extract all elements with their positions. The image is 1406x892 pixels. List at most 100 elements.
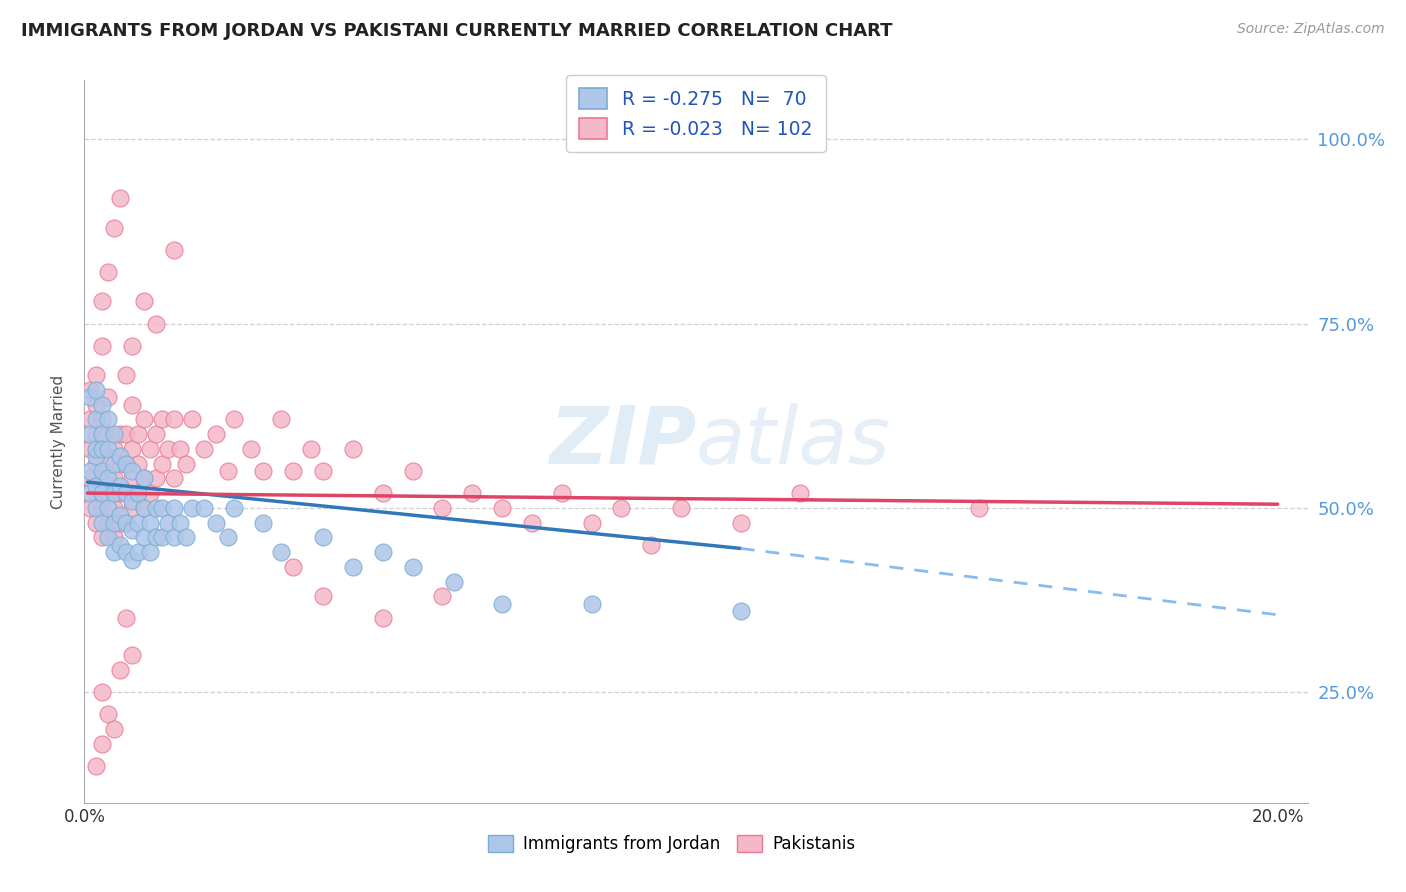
Point xyxy=(145,500,167,515)
Point xyxy=(342,560,364,574)
Point xyxy=(103,471,125,485)
Point xyxy=(730,604,752,618)
Point xyxy=(97,516,120,530)
Point xyxy=(169,516,191,530)
Point xyxy=(91,294,114,309)
Point xyxy=(108,663,131,677)
Point xyxy=(103,516,125,530)
Point xyxy=(79,442,101,456)
Point xyxy=(108,516,131,530)
Point xyxy=(669,500,692,515)
Point xyxy=(103,220,125,235)
Point xyxy=(91,464,114,478)
Point xyxy=(115,427,138,442)
Point xyxy=(312,530,335,544)
Point xyxy=(97,427,120,442)
Point xyxy=(730,516,752,530)
Point xyxy=(581,597,603,611)
Point xyxy=(156,442,179,456)
Point xyxy=(139,545,162,559)
Point xyxy=(312,464,335,478)
Point xyxy=(461,486,484,500)
Point xyxy=(103,442,125,456)
Point xyxy=(108,427,131,442)
Point xyxy=(163,412,186,426)
Point xyxy=(97,500,120,515)
Point xyxy=(108,479,131,493)
Point xyxy=(84,412,107,426)
Point xyxy=(84,759,107,773)
Point xyxy=(217,530,239,544)
Point xyxy=(103,530,125,544)
Point xyxy=(270,412,292,426)
Point xyxy=(97,390,120,404)
Point xyxy=(103,427,125,442)
Point xyxy=(139,486,162,500)
Point xyxy=(91,412,114,426)
Point xyxy=(127,427,149,442)
Point xyxy=(91,737,114,751)
Point xyxy=(193,442,215,456)
Point xyxy=(115,486,138,500)
Point xyxy=(163,243,186,257)
Point xyxy=(132,471,155,485)
Point xyxy=(97,265,120,279)
Point xyxy=(97,457,120,471)
Point xyxy=(97,412,120,426)
Point xyxy=(91,427,114,442)
Point xyxy=(97,707,120,722)
Point xyxy=(150,457,173,471)
Point xyxy=(115,457,138,471)
Point xyxy=(127,457,149,471)
Text: ZIP: ZIP xyxy=(548,402,696,481)
Point xyxy=(108,486,131,500)
Point xyxy=(150,530,173,544)
Point xyxy=(180,500,202,515)
Point xyxy=(103,457,125,471)
Point xyxy=(115,516,138,530)
Point xyxy=(163,530,186,544)
Point xyxy=(91,516,114,530)
Point xyxy=(97,471,120,485)
Point xyxy=(91,442,114,456)
Point xyxy=(145,427,167,442)
Point xyxy=(145,530,167,544)
Point xyxy=(108,191,131,205)
Point xyxy=(204,427,226,442)
Point xyxy=(115,457,138,471)
Point xyxy=(217,464,239,478)
Point xyxy=(150,500,173,515)
Point xyxy=(491,597,513,611)
Point xyxy=(371,486,394,500)
Point xyxy=(222,412,245,426)
Point xyxy=(132,500,155,515)
Point xyxy=(91,500,114,515)
Point xyxy=(163,500,186,515)
Point xyxy=(180,412,202,426)
Point xyxy=(108,538,131,552)
Point xyxy=(204,516,226,530)
Point xyxy=(270,545,292,559)
Point xyxy=(121,471,143,485)
Point xyxy=(139,516,162,530)
Y-axis label: Currently Married: Currently Married xyxy=(51,375,66,508)
Point xyxy=(240,442,263,456)
Point xyxy=(121,442,143,456)
Point xyxy=(252,516,274,530)
Text: Source: ZipAtlas.com: Source: ZipAtlas.com xyxy=(1237,22,1385,37)
Point xyxy=(79,471,101,485)
Point xyxy=(401,464,423,478)
Point xyxy=(163,471,186,485)
Point xyxy=(193,500,215,515)
Point xyxy=(174,457,197,471)
Point xyxy=(132,412,155,426)
Point xyxy=(145,471,167,485)
Point xyxy=(115,545,138,559)
Point xyxy=(132,500,155,515)
Point xyxy=(581,516,603,530)
Point xyxy=(115,368,138,383)
Legend: Immigrants from Jordan, Pakistanis: Immigrants from Jordan, Pakistanis xyxy=(481,828,862,860)
Point xyxy=(252,464,274,478)
Point xyxy=(79,383,101,397)
Point xyxy=(84,383,107,397)
